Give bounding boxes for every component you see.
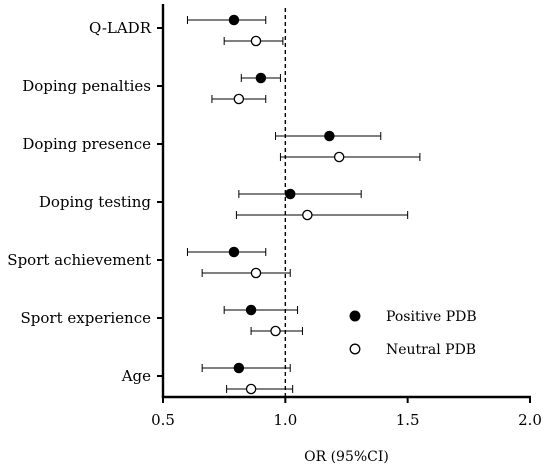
- category-label: Sport experience: [21, 309, 152, 327]
- data-point-neutral: [211, 93, 267, 105]
- point-marker: [255, 72, 267, 84]
- data-point-neutral: [223, 35, 284, 47]
- data-point-positive: [186, 246, 267, 258]
- x-tick-label: 2.0: [518, 411, 542, 429]
- point-marker: [245, 304, 257, 316]
- data-point-positive: [201, 362, 291, 374]
- x-tick-label: 0.5: [151, 411, 175, 429]
- point-marker: [228, 14, 240, 26]
- point-marker: [284, 188, 296, 200]
- data-point-neutral: [226, 383, 294, 395]
- point-marker: [245, 383, 257, 395]
- legend-label: Positive PDB: [386, 309, 477, 325]
- legend: Positive PDB Neutral PDB: [349, 309, 477, 358]
- point-marker: [233, 362, 245, 374]
- x-tick-label: 1.0: [273, 411, 297, 429]
- point-marker: [250, 35, 262, 47]
- point-marker: [250, 267, 262, 279]
- category-label: Doping testing: [39, 193, 152, 211]
- point-marker: [324, 130, 335, 142]
- data-point-positive: [238, 188, 362, 200]
- x-tick-label: 1.5: [396, 411, 420, 429]
- point-marker: [233, 93, 245, 105]
- category-label: Age: [121, 367, 151, 385]
- legend-label: Neutral PDB: [386, 342, 476, 358]
- data-point-positive: [186, 14, 267, 26]
- data-point-neutral: [250, 325, 303, 337]
- x-axis-title: OR (95%CI): [304, 449, 389, 465]
- point-marker: [270, 325, 281, 337]
- data-point-neutral: [235, 209, 409, 221]
- data-point-positive: [240, 72, 281, 84]
- point-marker: [333, 151, 345, 163]
- data-point-positive: [223, 304, 299, 316]
- legend-marker: [349, 310, 361, 322]
- point-marker: [302, 209, 313, 221]
- data-point-neutral: [279, 151, 421, 163]
- data-point-positive: [275, 130, 382, 142]
- category-label: Q-LADR: [89, 19, 152, 37]
- category-labels: Q-LADR Doping penalties Doping presence Dop…: [7, 19, 163, 385]
- category-label: Doping presence: [22, 135, 151, 153]
- legend-marker: [349, 343, 361, 355]
- category-label: Sport achievement: [7, 251, 151, 269]
- data-point-neutral: [201, 267, 291, 279]
- plot-area: [161, 4, 531, 399]
- category-label: Doping penalties: [22, 77, 151, 95]
- x-axis: 0.5 1.0 1.5 2.0: [151, 397, 542, 429]
- point-marker: [228, 246, 240, 258]
